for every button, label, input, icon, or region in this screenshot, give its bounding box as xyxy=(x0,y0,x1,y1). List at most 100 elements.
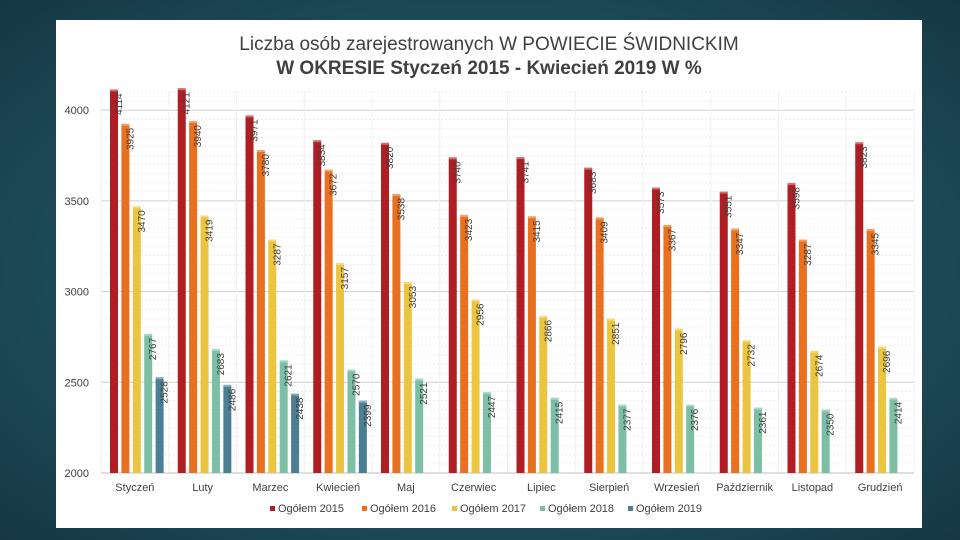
bar-highlight xyxy=(618,404,627,407)
bar-highlight xyxy=(358,400,367,403)
bar xyxy=(381,142,389,474)
bar-highlight xyxy=(595,217,604,220)
legend-swatch xyxy=(452,506,457,511)
chart-card: Liczba osób zarejestrowanych W POWIECIE … xyxy=(56,20,922,528)
bar-highlight xyxy=(550,397,559,400)
legend-swatch xyxy=(362,506,367,511)
y-axis: 2000 2500 3000 3500 4000 xyxy=(65,105,914,480)
y-tick-label: 4000 xyxy=(65,105,89,117)
bar-highlight xyxy=(471,299,480,302)
x-tick-label: Maj xyxy=(397,482,415,494)
bar-highlight xyxy=(256,150,265,153)
bar xyxy=(132,206,141,474)
bar xyxy=(855,142,864,473)
x-tick-label: Styczeń xyxy=(115,482,154,494)
bar xyxy=(719,191,728,473)
bar xyxy=(527,216,536,473)
data-label: 3971 xyxy=(250,119,261,142)
bar xyxy=(223,384,232,473)
data-label: 3823 xyxy=(859,146,870,169)
bar-highlight xyxy=(392,193,401,196)
bar-highlight xyxy=(674,328,683,331)
x-tick-label: Grudzień xyxy=(858,482,903,494)
bar-highlight xyxy=(810,350,819,353)
data-label: 2528 xyxy=(160,381,171,404)
data-label: 2621 xyxy=(284,364,295,387)
bar xyxy=(889,397,898,473)
bar xyxy=(663,224,672,473)
chart-title: Liczba osób zarejestrowanych W POWIECIE … xyxy=(239,33,738,55)
bar xyxy=(584,167,593,474)
bar xyxy=(482,391,491,473)
bar-highlight xyxy=(584,167,593,170)
bar xyxy=(392,193,401,473)
bar xyxy=(144,333,153,473)
data-label: 2796 xyxy=(679,332,690,355)
data-label: 3940 xyxy=(193,125,204,148)
bar xyxy=(448,157,457,474)
bar xyxy=(121,123,130,473)
data-label: 2851 xyxy=(611,322,622,345)
y-tick-label: 3000 xyxy=(65,287,89,299)
bar-highlight xyxy=(652,187,660,190)
bar xyxy=(336,263,345,473)
data-label: 2415 xyxy=(555,401,566,424)
bar-highlight xyxy=(787,183,796,186)
bar-highlight xyxy=(324,169,333,172)
bar xyxy=(324,169,333,473)
data-label: 2683 xyxy=(216,353,227,376)
bar xyxy=(200,215,209,473)
bar xyxy=(787,183,796,473)
data-label: 2447 xyxy=(487,395,498,418)
bar-highlight xyxy=(731,228,740,231)
legend-item: Ogółem 2019 xyxy=(628,503,702,515)
bar-highlight xyxy=(223,384,232,387)
bar-highlight xyxy=(211,349,220,352)
bar xyxy=(155,377,164,473)
data-label: 3157 xyxy=(340,267,351,290)
bar xyxy=(686,404,695,473)
data-label: 2350 xyxy=(826,413,837,436)
grid xyxy=(100,91,915,474)
bar-highlight xyxy=(539,315,548,318)
bar-highlight xyxy=(268,239,277,242)
bar-highlight xyxy=(607,318,616,321)
data-label: 2956 xyxy=(476,303,487,326)
bar-highlight xyxy=(415,378,424,381)
bars xyxy=(110,88,898,474)
chart-area: Liczba osób zarejestrowanych W POWIECIE … xyxy=(65,33,915,515)
x-tick-label: Listopad xyxy=(792,482,834,494)
bar-highlight xyxy=(889,397,898,400)
data-label: 2674 xyxy=(814,354,825,377)
data-label: 3551 xyxy=(724,195,735,218)
data-label: 3741 xyxy=(521,161,532,184)
data-label: 2696 xyxy=(882,350,893,373)
bar xyxy=(245,115,254,473)
data-label: 3780 xyxy=(261,154,272,177)
data-label: 2570 xyxy=(351,373,362,396)
legend-item: Ogółem 2017 xyxy=(452,503,526,515)
data-label: 2377 xyxy=(622,408,633,431)
data-label: 2399 xyxy=(363,404,374,427)
data-label: 3683 xyxy=(588,171,599,194)
data-label: 3367 xyxy=(667,229,678,252)
bar xyxy=(279,360,288,473)
data-label: 3925 xyxy=(125,127,136,150)
bar-highlight xyxy=(403,281,412,284)
bar-highlight xyxy=(189,121,198,124)
bar-highlight xyxy=(132,206,141,209)
bar-highlight xyxy=(482,391,491,394)
bar-highlight xyxy=(527,216,536,219)
bar-highlight xyxy=(719,191,728,194)
bar xyxy=(821,409,830,473)
y-tick-label: 3500 xyxy=(65,196,89,208)
bar xyxy=(313,140,322,473)
legend-swatch xyxy=(270,506,275,511)
data-label: 3415 xyxy=(532,220,543,243)
bar xyxy=(403,281,412,473)
legend-label: Ogółem 2019 xyxy=(636,503,702,515)
bar xyxy=(211,349,220,473)
bar xyxy=(268,239,277,473)
bar-highlight xyxy=(155,377,164,380)
bar xyxy=(595,217,604,473)
